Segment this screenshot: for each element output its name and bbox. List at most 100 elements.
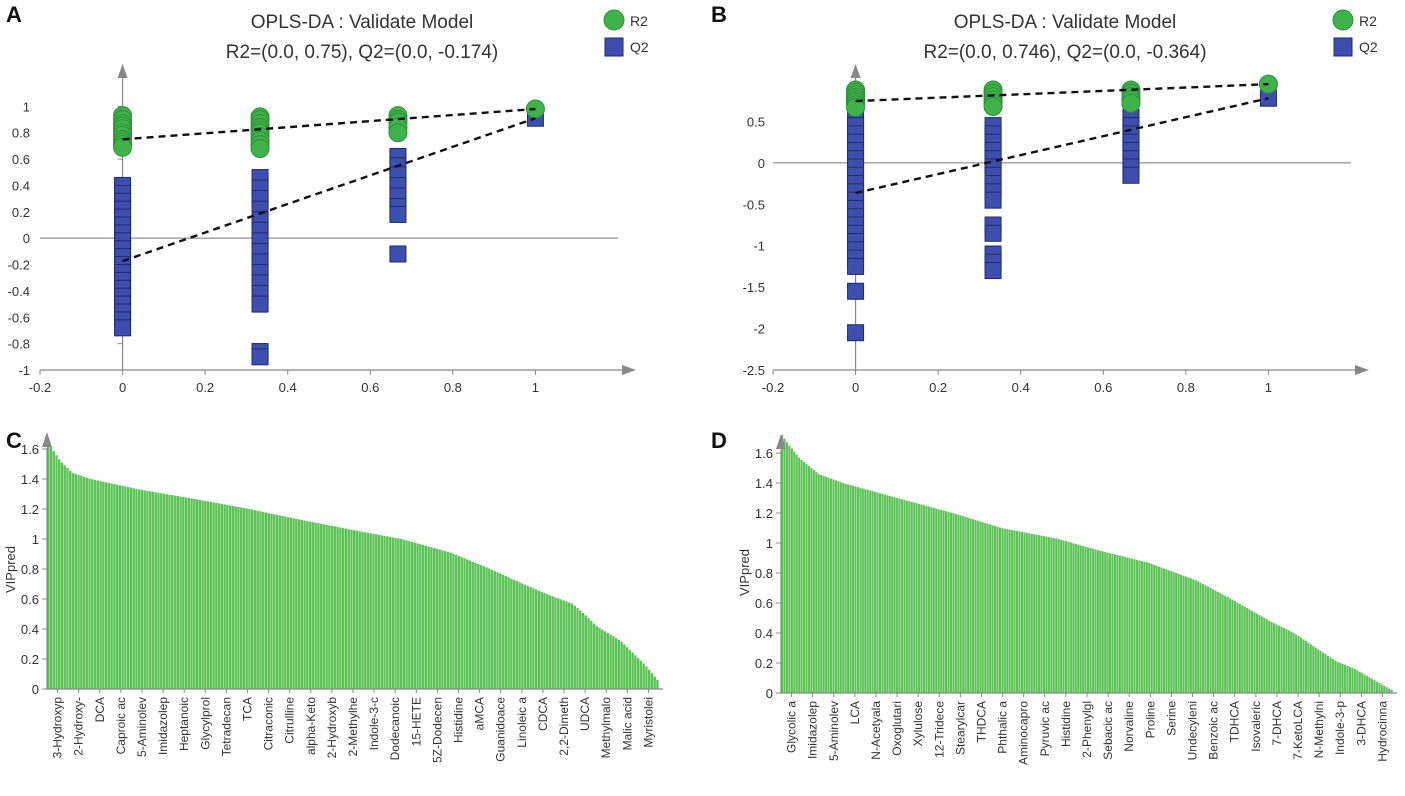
vip-bar — [1145, 562, 1148, 693]
vip-bar — [1202, 583, 1205, 693]
vip-bar — [603, 631, 607, 689]
vip-bar — [251, 509, 254, 689]
vip-bar — [154, 492, 157, 689]
vip-bar — [1069, 542, 1072, 693]
vip-bar — [526, 585, 530, 689]
x-tick-label: 0 — [119, 380, 126, 395]
vip-bar — [344, 528, 348, 689]
vip-bar — [925, 505, 928, 693]
vip-bar — [606, 632, 610, 689]
y-tick-label: 0.6 — [21, 592, 39, 607]
vip-bar — [913, 502, 916, 693]
r2-point — [250, 139, 270, 159]
vip-bar — [248, 509, 251, 689]
vip-bar — [195, 499, 199, 689]
vip-bar — [223, 504, 226, 689]
vip-bar — [118, 485, 122, 689]
vip-bar — [1390, 690, 1393, 693]
vip-bar — [947, 511, 950, 693]
vip-bar — [471, 561, 474, 689]
vip-bar — [532, 588, 535, 689]
q2-point — [847, 324, 865, 342]
q2-point — [251, 295, 269, 313]
vip-bar — [455, 554, 458, 689]
vip-bar — [198, 499, 202, 689]
x-category-label: Caproic ac — [114, 697, 128, 754]
vip-bar — [1111, 553, 1114, 693]
vip-bar — [1368, 677, 1371, 693]
vip-bar — [1324, 654, 1327, 693]
vip-bar — [1268, 620, 1271, 693]
vip-bar — [394, 537, 397, 689]
vip-bar — [1243, 606, 1246, 693]
vip-bar — [1182, 575, 1185, 693]
vip-bar — [446, 551, 450, 689]
vip-bar — [245, 508, 248, 689]
vip-bar — [452, 553, 455, 689]
vip-bar — [803, 462, 806, 693]
vip-bar — [132, 488, 135, 689]
y-tick-label: 0.8 — [12, 126, 30, 141]
x-category-label: Undecyleni — [1186, 701, 1200, 760]
vip-bar — [60, 462, 64, 689]
vip-bar — [468, 560, 472, 689]
vip-bar — [849, 485, 852, 693]
vip-bar — [1177, 573, 1180, 693]
vip-bar — [645, 666, 648, 689]
panel-c: C 0 0.2 0.4 0.6 0.8 1 1.2 1.4 1.6 VIPpred 3-Hydrox… — [0, 420, 703, 791]
x-category-label: Linoleic a — [515, 697, 529, 748]
vip-bar — [940, 509, 943, 693]
x-category-label: Dodecanoic — [388, 697, 402, 760]
vip-bar — [449, 552, 452, 689]
q2-point — [984, 191, 1002, 209]
vip-bar — [979, 521, 982, 693]
y-tick-label: -0.5 — [743, 197, 765, 212]
r2-point — [1121, 93, 1141, 113]
vip-bar — [319, 523, 323, 689]
vip-bar — [601, 629, 604, 689]
vip-bar — [1167, 570, 1170, 693]
vip-bar — [1197, 581, 1200, 693]
vip-bar — [548, 595, 552, 689]
vip-bar — [149, 491, 152, 689]
y-axis-arrow — [850, 64, 861, 78]
y-tick-label: 0.5 — [747, 114, 765, 129]
vip-bar — [432, 548, 436, 689]
q2-point — [251, 348, 269, 366]
legend-r2-label: R2 — [630, 13, 648, 29]
vip-bar — [883, 494, 886, 693]
vip-bar — [58, 459, 61, 689]
vip-bar — [1378, 682, 1381, 693]
vip-bar — [413, 542, 417, 689]
vip-bar — [1251, 610, 1254, 693]
vip-bar — [1155, 565, 1158, 693]
x-category-label: Imidazolep — [156, 697, 170, 755]
vip-bar — [504, 576, 508, 689]
vip-bar — [888, 495, 891, 693]
vip-bar — [162, 493, 166, 689]
vip-bar — [1091, 548, 1094, 693]
chart-subtitle: R2=(0.0, 0.75), Q2=(0.0, -0.174) — [226, 42, 499, 63]
vip-bar — [893, 497, 896, 693]
x-category-label: 12-Tridece — [932, 701, 946, 758]
vip-bar — [788, 445, 791, 693]
vip-bar — [878, 493, 882, 693]
vip-bar — [1003, 528, 1006, 693]
vip-bar — [976, 520, 979, 693]
vip-bar — [88, 478, 91, 689]
x-category-label: Histidine — [452, 697, 466, 743]
vip-bar — [1214, 590, 1217, 693]
vip-bar — [110, 483, 113, 689]
vip-bar — [1060, 539, 1063, 693]
vip-bar — [623, 644, 626, 689]
vip-bar — [1052, 538, 1055, 693]
vip-bar — [474, 562, 477, 689]
x-category-label: 2-Hydroxy- — [72, 697, 86, 756]
vip-bar — [815, 472, 818, 693]
vip-bar — [1162, 568, 1165, 693]
vip-bar — [143, 490, 146, 689]
vip-bar — [1380, 684, 1383, 693]
y-tick-label: -1 — [18, 363, 30, 378]
vip-bar — [945, 511, 948, 693]
vip-bar — [303, 520, 306, 689]
